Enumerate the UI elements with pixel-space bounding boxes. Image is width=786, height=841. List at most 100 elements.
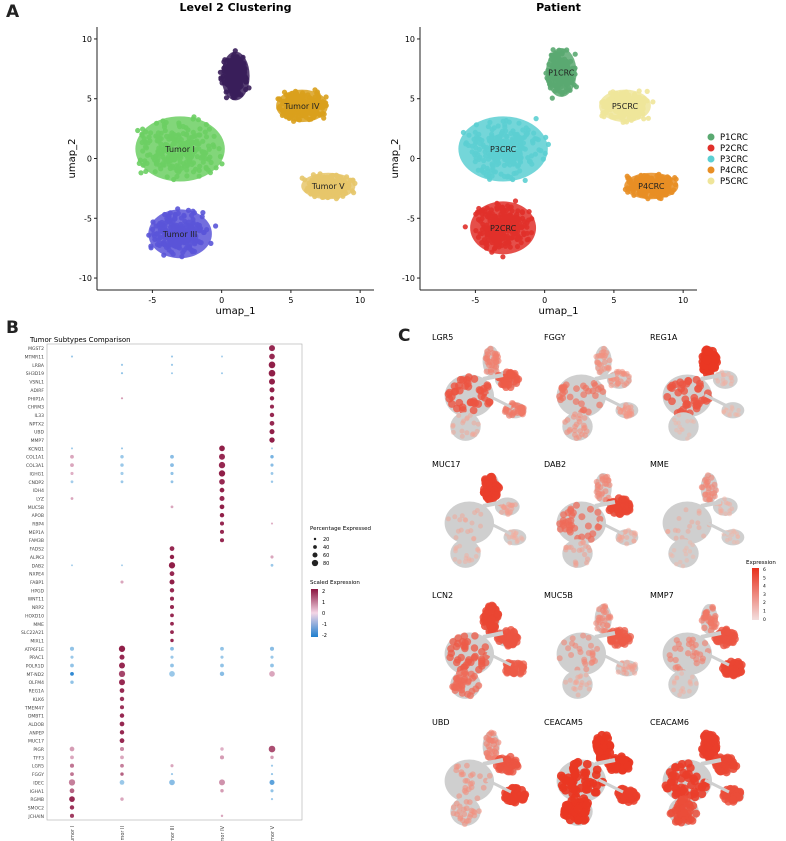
expression-dot [219,453,225,460]
expressing-cell [675,762,685,772]
expression-dot [169,779,175,786]
cell-bridge [598,651,624,667]
cell-bridge [704,778,730,794]
expressing-cell [688,681,694,687]
y-tick-label: 0 [87,155,92,164]
expression-dot [270,798,274,801]
expressing-cell [501,504,507,511]
feature-title: REG1A [650,333,678,342]
feature-title: DAB2 [544,460,566,469]
expressing-cell [668,381,676,390]
feature-plot-lcn2: LCN2 [432,591,528,700]
expressing-cell [696,508,702,514]
expressing-cell [632,533,638,539]
expressing-cell [485,736,493,743]
expressing-cell [602,488,609,495]
expressing-cell [455,528,461,534]
feature-plot-ceacam6: CEACAM6 [650,718,745,827]
expressing-cell [713,637,722,646]
expression-dot [169,596,175,601]
group-label: Tumor V [270,825,276,841]
cluster-p1crc: P1CRC [543,47,580,101]
gene-label: IL33 [34,413,44,419]
expressing-cell [680,563,686,569]
expressing-cell [571,547,577,553]
expressing-cell [692,375,701,384]
expressing-cell [723,511,729,517]
expression-dot [70,655,74,659]
expressing-cell [696,651,704,658]
gene-label: MUC17 [28,739,44,745]
expressing-cell [671,680,677,686]
expression-dot [268,745,276,753]
expressing-cell [718,510,724,516]
cell-bridge [598,393,624,409]
expressing-cell [592,765,602,775]
expressing-cell [475,546,481,552]
expressing-cell [631,670,638,676]
x-tick-label: -5 [471,296,479,305]
expressing-cell [672,417,677,423]
expressing-cell [595,352,602,359]
expressing-cell [569,635,576,642]
cell-region [662,501,712,545]
gene-label: IDH4 [33,488,44,494]
expression-dot [70,663,74,668]
gene-label: MT-ND2 [26,672,44,678]
expressing-cell [452,642,461,651]
cell-bridge [700,758,722,766]
cluster-tumor-i: Tumor I [135,114,225,183]
expressing-cell [496,764,504,773]
expressing-cell [464,373,473,381]
x-axis-label: umap_1 [539,306,579,317]
expressing-cell [565,815,575,825]
expressing-cell [471,652,479,661]
expression-dot [170,621,174,626]
expressing-cell [728,381,734,387]
expressing-cell [674,675,680,681]
legend-key [707,166,715,174]
expressing-cell [470,431,476,437]
expression-dot [119,662,125,669]
expressing-cell [726,412,731,417]
expressing-cell [713,620,720,627]
expressing-cell [513,530,519,536]
expressing-cell [677,645,684,653]
expressing-cell [514,539,520,545]
expression-dot [118,645,126,652]
expressing-cell [608,382,615,389]
expressing-cell [502,407,510,415]
expressing-cell [566,428,573,434]
expressing-cell [596,401,603,409]
gene-label: APOB [32,513,44,519]
expressing-cell [681,689,686,695]
expressing-cell [458,527,464,533]
expression-dot [268,361,276,369]
feature-legend-title: Expression [746,560,776,566]
expressing-cell [594,508,602,516]
expressing-cell [631,530,637,536]
cell-point [321,115,327,121]
expressing-cell [624,407,631,413]
cluster-density [221,51,250,101]
feature-plot-fggy: FGGY [544,333,639,441]
expression-dot [269,396,275,401]
expressing-cell [584,556,591,562]
gene-label: FADS2 [30,547,45,553]
expressing-cell [573,562,579,568]
expressing-cell [680,427,685,433]
expression-dot [121,447,123,450]
expression-dot [70,454,74,459]
cell-region [444,501,494,545]
expressing-cell [729,638,737,647]
legend-key [707,155,715,163]
expressing-cell [463,517,469,523]
gene-label: SMOC2 [28,805,44,811]
expressing-cell [491,491,501,501]
expressing-cell [474,508,480,513]
size-legend-title: Percentage Expressed [310,526,371,532]
gene-label: MME [33,622,44,628]
expression-dot [170,764,174,768]
expression-dot [219,445,225,452]
